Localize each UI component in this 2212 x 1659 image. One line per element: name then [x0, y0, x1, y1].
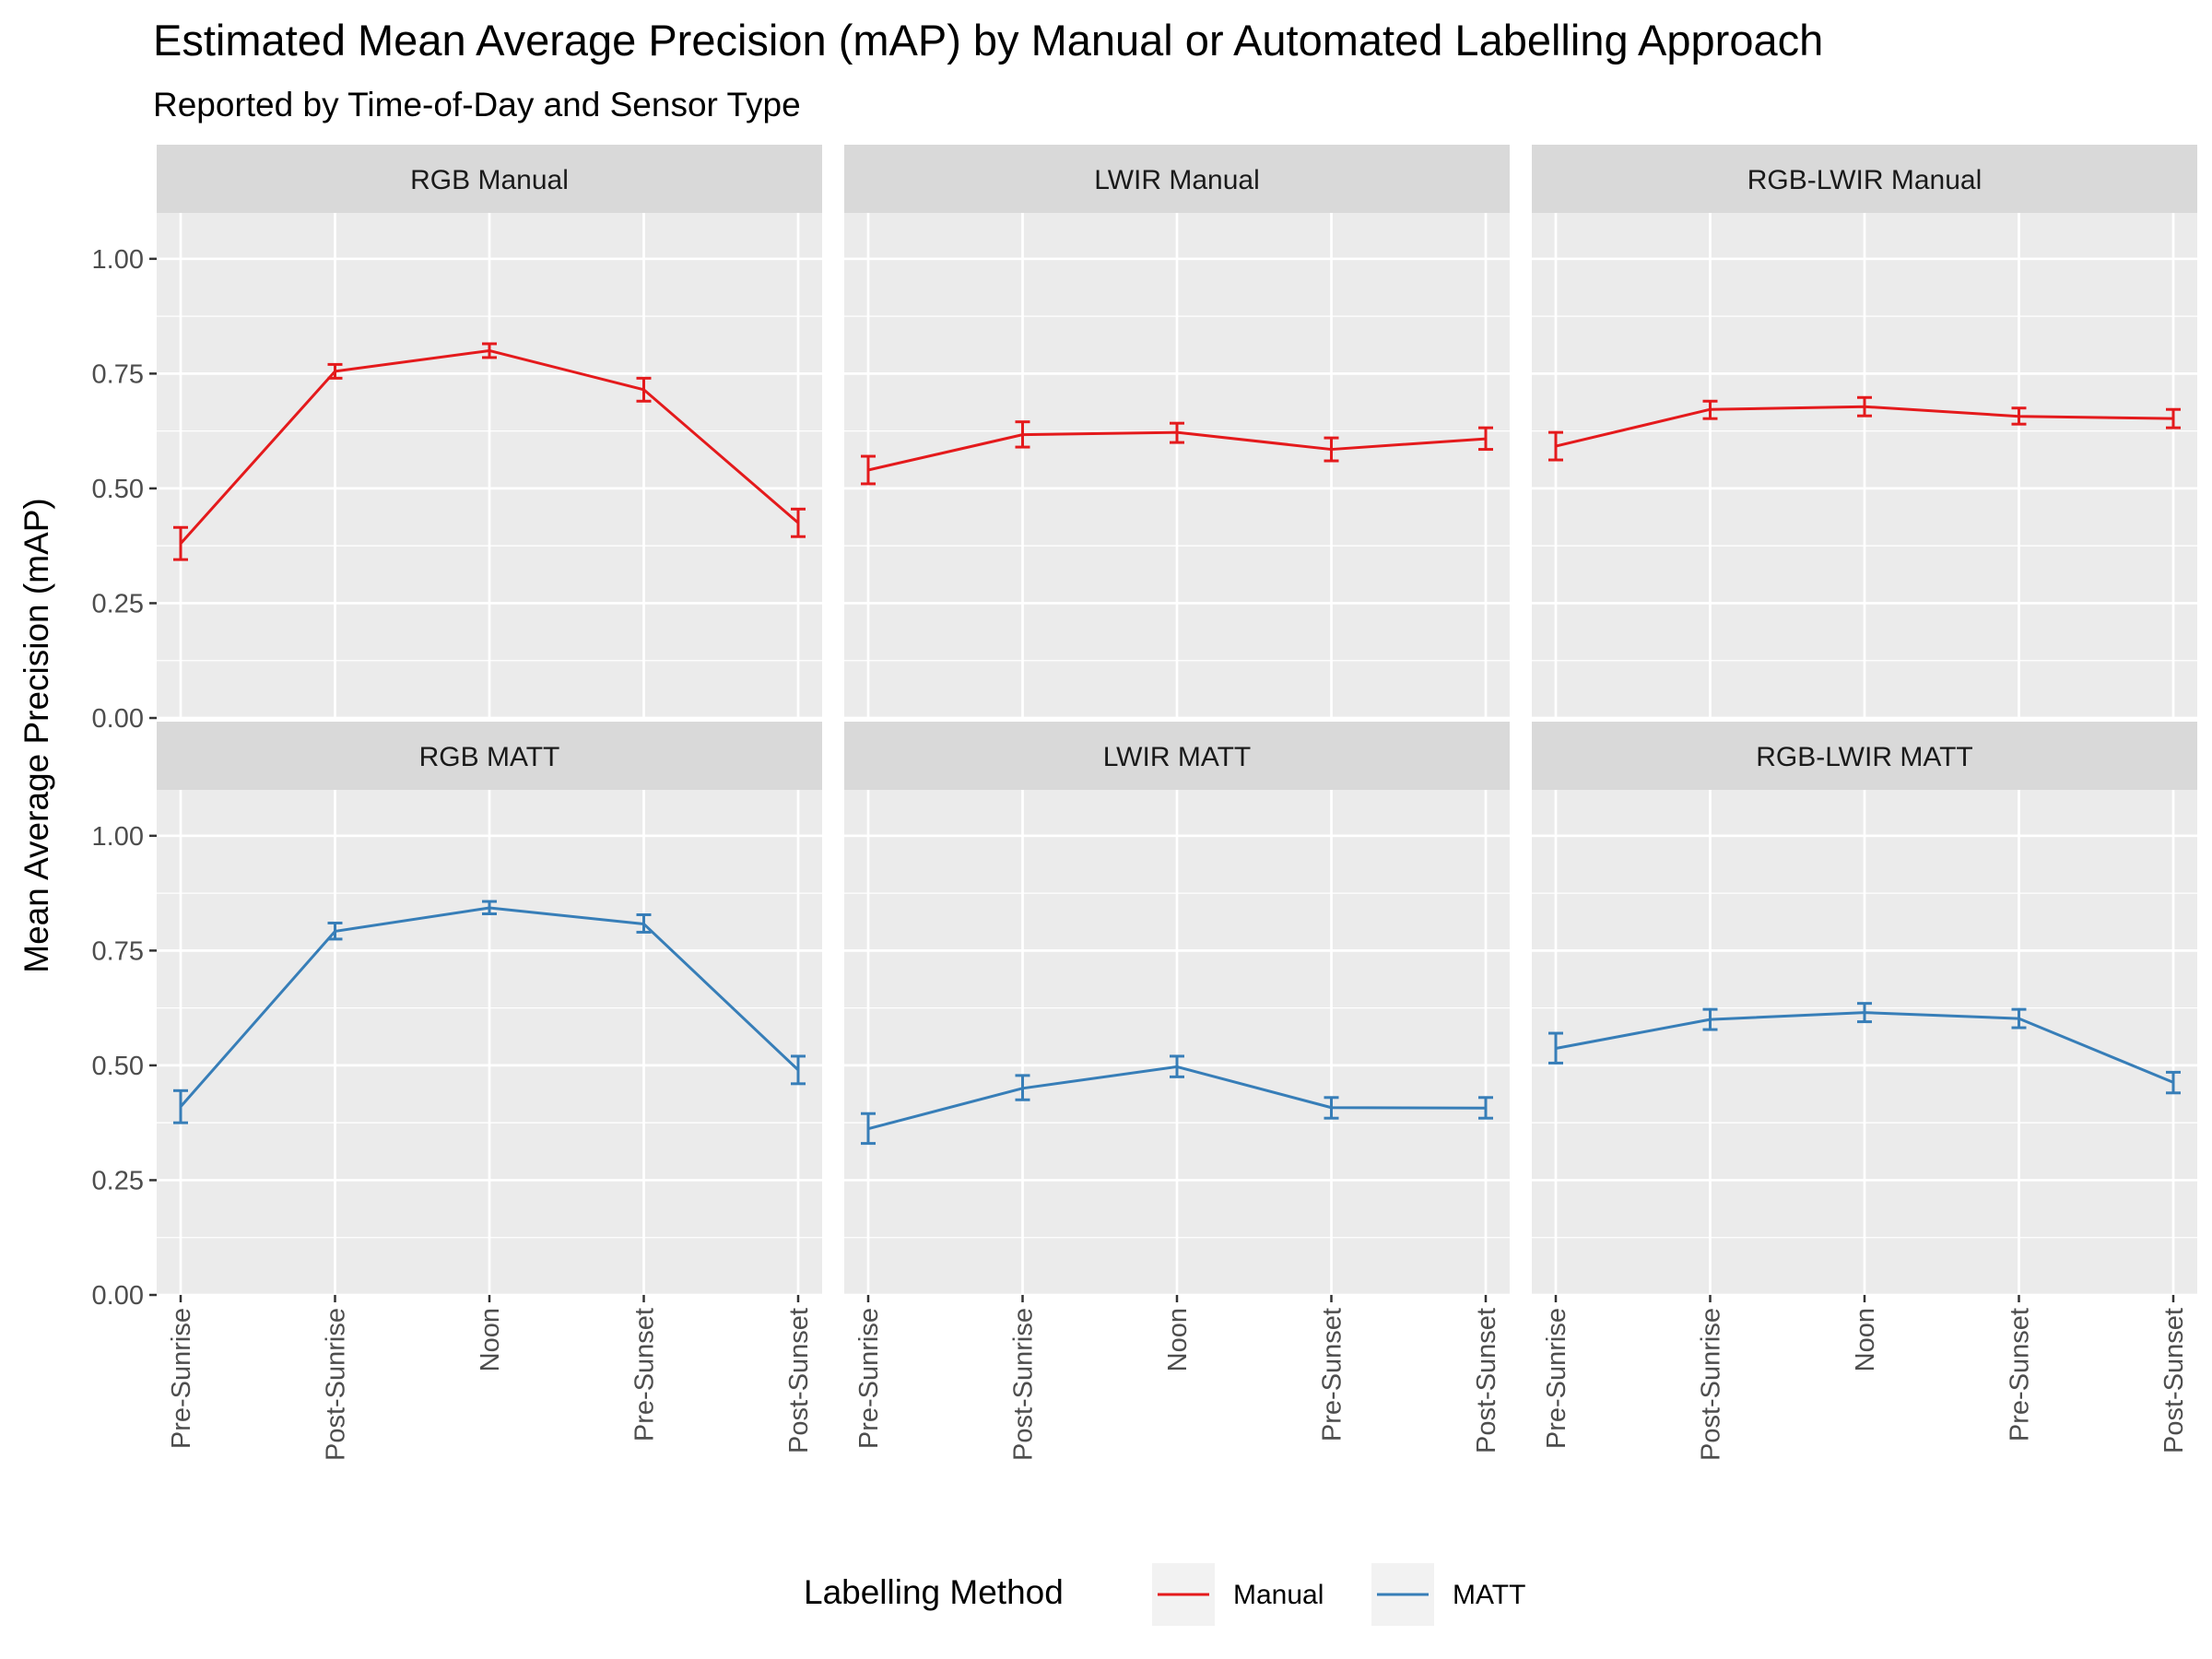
error-bar [1170, 421, 1184, 444]
error-bar [1015, 1074, 1030, 1101]
error-bar [482, 342, 497, 359]
x-tick-label: Pre-Sunset [630, 1308, 660, 1441]
error-bar [2166, 1070, 2181, 1095]
x-tick-label: Post-Sunset [784, 1308, 814, 1453]
x-tick-label: Post-Sunrise [1009, 1308, 1039, 1461]
x-tick-label: Post-Sunrise [1697, 1308, 1726, 1461]
y-tick-label: 1.00 [92, 822, 144, 852]
panel-lwir-matt: LWIR MATT Pre-Sunrise Post-Sunrise Noon Pre-… [844, 722, 1510, 1461]
y-tick-label: 0.75 [92, 936, 144, 966]
error-bar [2011, 406, 2027, 426]
legend-item-label: MATT [1453, 1580, 1525, 1610]
x-tick-label: Post-Sunrise [322, 1308, 351, 1461]
error-bar [1478, 426, 1493, 452]
strip-background [157, 722, 822, 790]
y-tick-label: 0.50 [92, 475, 144, 504]
x-tick-label: Pre-Sunset [1318, 1308, 1347, 1441]
chart-title: Estimated Mean Average Precision (mAP) b… [153, 16, 1823, 65]
y-tick-label: 0.50 [92, 1052, 144, 1081]
legend: Labelling Method Manual MATT [804, 1563, 1525, 1626]
strip-background [157, 145, 822, 213]
strip-label: RGB Manual [410, 165, 569, 195]
strip-label: LWIR MATT [1103, 742, 1252, 772]
strip-background [1532, 722, 2197, 790]
strip-label: LWIR Manual [1094, 165, 1260, 195]
error-bar [1324, 1096, 1339, 1120]
error-bar [2166, 407, 2181, 429]
x-tick-label: Noon [1163, 1308, 1193, 1371]
y-tick-label: 1.00 [92, 245, 144, 275]
legend-item-manual: Manual [1152, 1563, 1324, 1626]
x-tick-label: Pre-Sunrise [167, 1308, 196, 1449]
error-bar [1702, 1007, 1718, 1031]
strip-label: RGB MATT [419, 742, 560, 772]
error-bar [1170, 1054, 1184, 1078]
error-bar [327, 921, 343, 941]
error-bar [636, 913, 652, 934]
x-tick-label: Pre-Sunrise [854, 1308, 884, 1449]
strip-background [844, 722, 1510, 790]
chart-subtitle: Reported by Time-of-Day and Sensor Type [153, 86, 801, 124]
x-tick-label: Post-Sunset [1472, 1308, 1501, 1453]
error-bar [636, 376, 652, 403]
panel-rgb-manual: RGB Manual 0.00 0.25 0.50 0.75 1.00 [92, 145, 822, 734]
y-tick-label: 0.25 [92, 589, 144, 618]
panel-rgb-lwir-matt: RGB-LWIR MATT Pre-Sunrise Post-Sunrise Noon… [1532, 722, 2197, 1461]
y-tick-label: 0.25 [92, 1166, 144, 1195]
x-tick-label: Pre-Sunrise [1542, 1308, 1571, 1449]
x-tick-label: Noon [476, 1308, 505, 1371]
x-tick-label: Post-Sunset [2159, 1308, 2189, 1453]
error-bar [327, 362, 343, 380]
x-tick-label: Noon [1851, 1308, 1880, 1371]
error-bar [173, 525, 188, 561]
error-bar [1015, 420, 1030, 449]
strip-label: RGB-LWIR MATT [1756, 742, 1973, 772]
strip-background [1532, 145, 2197, 213]
y-axis-label: Mean Average Precision (mAP) [18, 498, 55, 973]
strip-background [844, 145, 1510, 213]
legend-title: Labelling Method [804, 1573, 1064, 1611]
x-tick-label: Pre-Sunset [2006, 1308, 2035, 1441]
error-bar [791, 507, 806, 538]
strip-label: RGB-LWIR Manual [1747, 165, 1983, 195]
error-bar [1548, 430, 1563, 462]
error-bar [1324, 436, 1339, 463]
error-bar [861, 1112, 876, 1146]
panel-lwir-manual: LWIR Manual [844, 145, 1510, 720]
panel-rgb-matt: RGB MATT 0.00 0.25 0.50 0.75 1.00 Pre-Sunrise P… [92, 722, 822, 1461]
error-bar [173, 1088, 188, 1124]
error-bar [791, 1054, 806, 1086]
error-bar [1478, 1096, 1493, 1120]
y-tick-label: 0.00 [92, 704, 144, 734]
error-bar [1548, 1031, 1563, 1065]
legend-item-matt: MATT [1371, 1563, 1525, 1626]
panel-rgb-lwir-manual: RGB-LWIR Manual [1532, 145, 2197, 720]
y-tick-label: 0.00 [92, 1281, 144, 1311]
panels-layer: RGB Manual 0.00 0.25 0.50 0.75 1.00 LWIR Manua… [92, 145, 2197, 1461]
error-bar [1857, 395, 1872, 418]
error-bar [1702, 399, 1718, 420]
error-bar [482, 900, 497, 916]
error-bar [861, 454, 876, 486]
error-bar [1857, 1002, 1872, 1024]
legend-item-label: Manual [1233, 1580, 1324, 1610]
y-tick-label: 0.75 [92, 359, 144, 389]
error-bar [2011, 1007, 2027, 1030]
